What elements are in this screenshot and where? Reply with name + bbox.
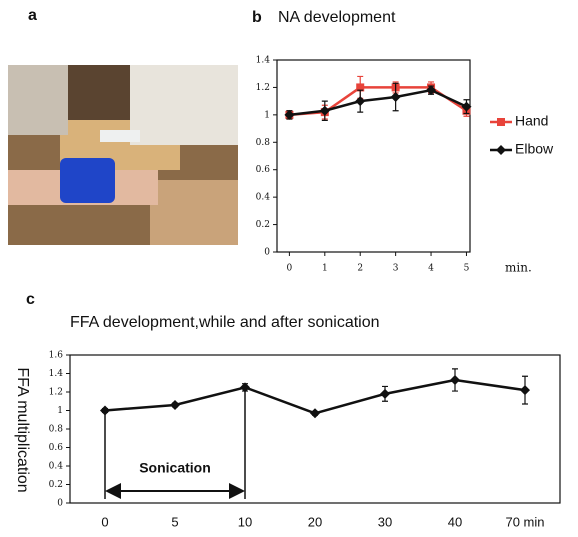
plot-frame xyxy=(276,59,471,253)
point xyxy=(100,405,110,416)
point xyxy=(496,145,506,155)
y-tick-label: 0.6 xyxy=(256,165,271,175)
x-tick-label: 30 xyxy=(378,514,392,529)
point xyxy=(240,382,250,393)
x-tick-label: 10 xyxy=(238,514,252,529)
y-tick-label: 0.6 xyxy=(49,443,64,453)
legend-label: Hand xyxy=(515,113,548,129)
annotation: Sonication xyxy=(139,460,211,476)
panel-label: a xyxy=(28,7,37,24)
y-tick-label: 0 xyxy=(264,248,270,258)
point xyxy=(356,83,365,92)
x-tick-label: 70 min xyxy=(505,514,544,529)
point xyxy=(355,96,366,107)
point xyxy=(497,118,505,126)
y-tick-label: 0.8 xyxy=(256,138,271,148)
x-tick-label: 40 xyxy=(448,514,462,529)
point xyxy=(170,399,180,410)
x-tick-label: 5 xyxy=(464,264,470,274)
x-tick-label: 20 xyxy=(308,514,322,529)
y-tick-label: 0 xyxy=(57,499,63,509)
point xyxy=(520,385,530,396)
y-tick-label: 1.2 xyxy=(49,388,63,398)
x-tick-label: 5 xyxy=(171,514,178,529)
y-tick-label: 1 xyxy=(57,406,63,416)
point xyxy=(426,85,437,96)
y-axis-label: FFA multiplication xyxy=(14,367,31,492)
point xyxy=(319,105,330,116)
x-axis-label: min. xyxy=(505,261,532,275)
x-tick-label: 0 xyxy=(287,264,293,274)
y-tick-label: 0.2 xyxy=(256,220,270,230)
point xyxy=(284,109,295,120)
y-tick-label: 0.8 xyxy=(49,425,64,435)
x-tick-label: 2 xyxy=(357,264,363,274)
y-tick-label: 1 xyxy=(264,110,270,120)
photo xyxy=(8,65,238,245)
y-tick-label: 1.4 xyxy=(256,56,271,66)
point xyxy=(450,374,460,385)
chart-title: FFA development,while and after sonicati… xyxy=(70,314,380,331)
y-tick-label: 1.6 xyxy=(49,351,64,361)
panel-label: c xyxy=(26,291,35,308)
legend-label: Elbow xyxy=(515,141,554,157)
plot-frame xyxy=(69,354,561,504)
point xyxy=(461,101,472,112)
y-tick-label: 1.4 xyxy=(49,369,64,379)
series-line xyxy=(289,88,467,117)
point xyxy=(390,92,401,103)
y-tick-label: 0.2 xyxy=(49,480,63,490)
y-tick-label: 0.4 xyxy=(256,193,271,203)
x-tick-label: 4 xyxy=(428,264,434,274)
point xyxy=(380,388,390,399)
chart-title: NA development xyxy=(278,9,396,26)
x-tick-label: 3 xyxy=(393,264,399,274)
y-tick-label: 1.2 xyxy=(256,83,270,93)
x-tick-label: 1 xyxy=(322,264,328,274)
y-tick-label: 0.4 xyxy=(49,462,64,472)
point xyxy=(310,408,320,419)
x-tick-label: 0 xyxy=(101,514,108,529)
panel-label: b xyxy=(252,9,262,26)
